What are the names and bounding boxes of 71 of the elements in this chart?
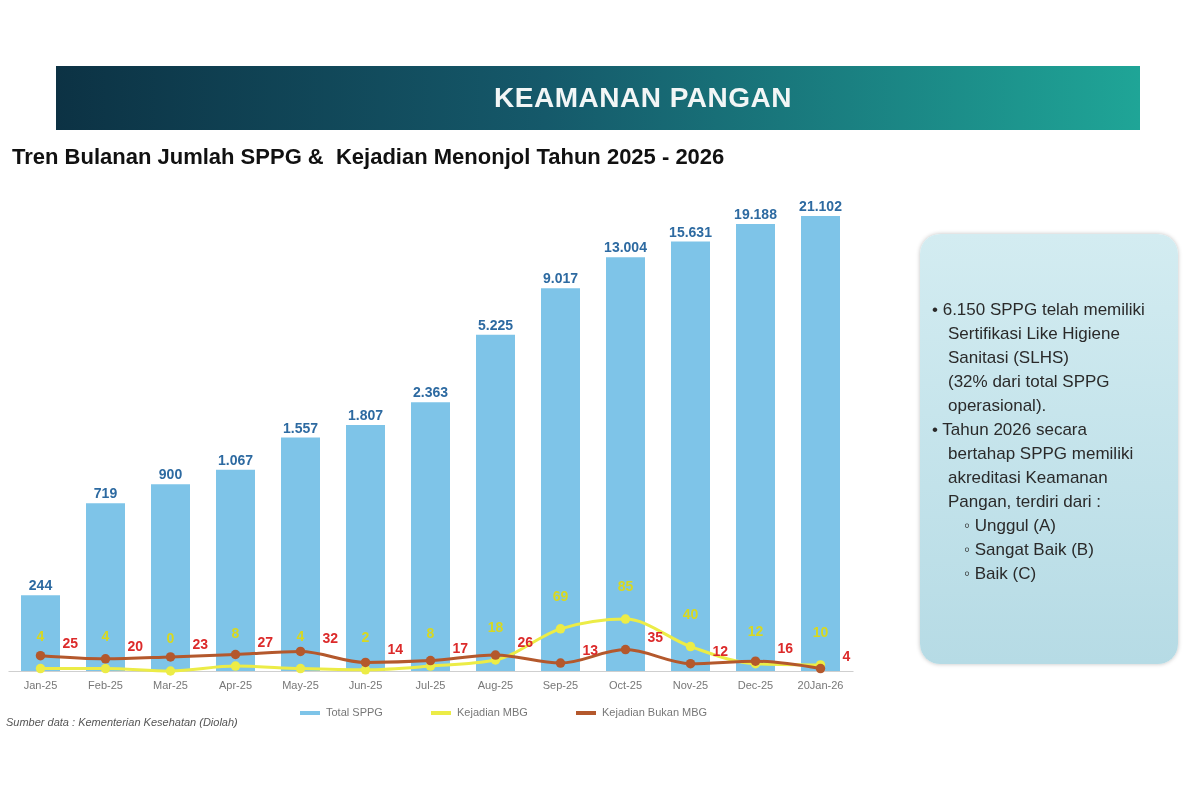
data-label: 4 [36, 627, 45, 644]
point [295, 646, 306, 657]
legend-label: Kejadian Bukan MBG [602, 706, 708, 718]
text: Sumber data : Kementerian Kesehatan (Diolah) [6, 716, 238, 728]
data-label: 12 [747, 622, 764, 639]
data-label: 13 [582, 642, 599, 659]
data-label: 69 [552, 587, 569, 604]
point [230, 661, 241, 671]
data-label: 1.067 [217, 451, 254, 468]
x-tick-label: Feb-25 [88, 678, 123, 691]
point [685, 658, 696, 669]
point [100, 654, 111, 664]
point [490, 650, 501, 660]
x-tick-label: Sep-25 [542, 678, 579, 691]
x-tick-label: Aug-25 [477, 678, 514, 691]
chart-subtitle: Tren Bulanan Jumlah SPPG & Kejadian Menonjol Tahun 2025 - 2026 [12, 144, 725, 170]
data-label: 17 [452, 639, 469, 656]
x-tick-label: Oct-25 [608, 678, 643, 691]
data-label: 10 [812, 623, 829, 640]
data-label: 27 [257, 633, 274, 650]
data-label: 8 [231, 625, 240, 642]
point [230, 649, 241, 660]
point [360, 657, 371, 668]
data-label: 9.017 [542, 270, 579, 287]
data-label: 13.004 [604, 239, 648, 256]
data-label: 85 [617, 578, 634, 595]
data-label: 12 [712, 642, 729, 659]
x-tick-label: Jul-25 [415, 678, 446, 691]
x-tick-label: Dec-25 [737, 678, 774, 691]
data-label: 14 [387, 641, 404, 658]
data-label: 244 [28, 577, 53, 594]
point [35, 650, 46, 661]
data-label: 19.188 [734, 206, 778, 223]
data-label: 5.225 [477, 316, 514, 333]
x-tick-label: Mar-25 [153, 678, 188, 691]
data-label: 4 [101, 627, 110, 644]
data-label: 21.102 [799, 198, 843, 214]
data-label: 18 [487, 619, 504, 635]
data-label: 25 [62, 634, 79, 651]
x-tick-label: 20Jan-26 [797, 678, 844, 691]
data-label: 15.631 [669, 223, 713, 240]
x-tick-label: Nov-25 [672, 678, 709, 691]
data-label: 16 [777, 640, 794, 657]
x-tick-label: Apr-25 [218, 678, 253, 691]
data-label: 2.363 [412, 384, 449, 401]
data-label: 35 [647, 628, 664, 645]
point [555, 658, 566, 668]
data-label: 900 [158, 466, 183, 483]
data-label: 32 [322, 630, 339, 647]
x-tick-label: Jan-25 [23, 678, 58, 691]
legend-label: Total SPPG [326, 706, 383, 718]
data-label: 23 [192, 635, 209, 652]
note-card: • 6.150 SPPG telah memiliki Sertifikasi Like Higiene Sanitasi (SLHS) (32% dari total SPPG operasional). • Tahun 2026 secara bertahap SPPG memiliki akreditasi Keamanan Pangan, terdiri dari : ◦ Unggul (A) ◦ Sangat Baik (B) ◦ Baik (C) [920, 234, 1178, 664]
data-label: 4 [842, 647, 851, 664]
data-label: 1.557 [282, 419, 319, 436]
point [425, 655, 436, 666]
data-label: 0 [166, 630, 175, 646]
data-label: 1.807 [347, 406, 384, 423]
legend-label: Kejadian MBG [457, 706, 528, 718]
point [165, 652, 176, 662]
data-label: 2 [361, 628, 370, 645]
data-label: 20 [127, 637, 144, 654]
x-tick-label: May-25 [282, 678, 319, 691]
chart-title: KEAMANAN PANGAN [493, 82, 792, 114]
data-label: 4 [296, 627, 305, 644]
data-label: 40 [682, 605, 699, 622]
x-tick-label: Jun-25 [348, 678, 383, 691]
data-label: 719 [93, 485, 118, 502]
data-label: 8 [426, 625, 435, 642]
title-banner: KEAMANAN PANGAN [56, 66, 1140, 130]
data-label: 26 [517, 634, 534, 651]
